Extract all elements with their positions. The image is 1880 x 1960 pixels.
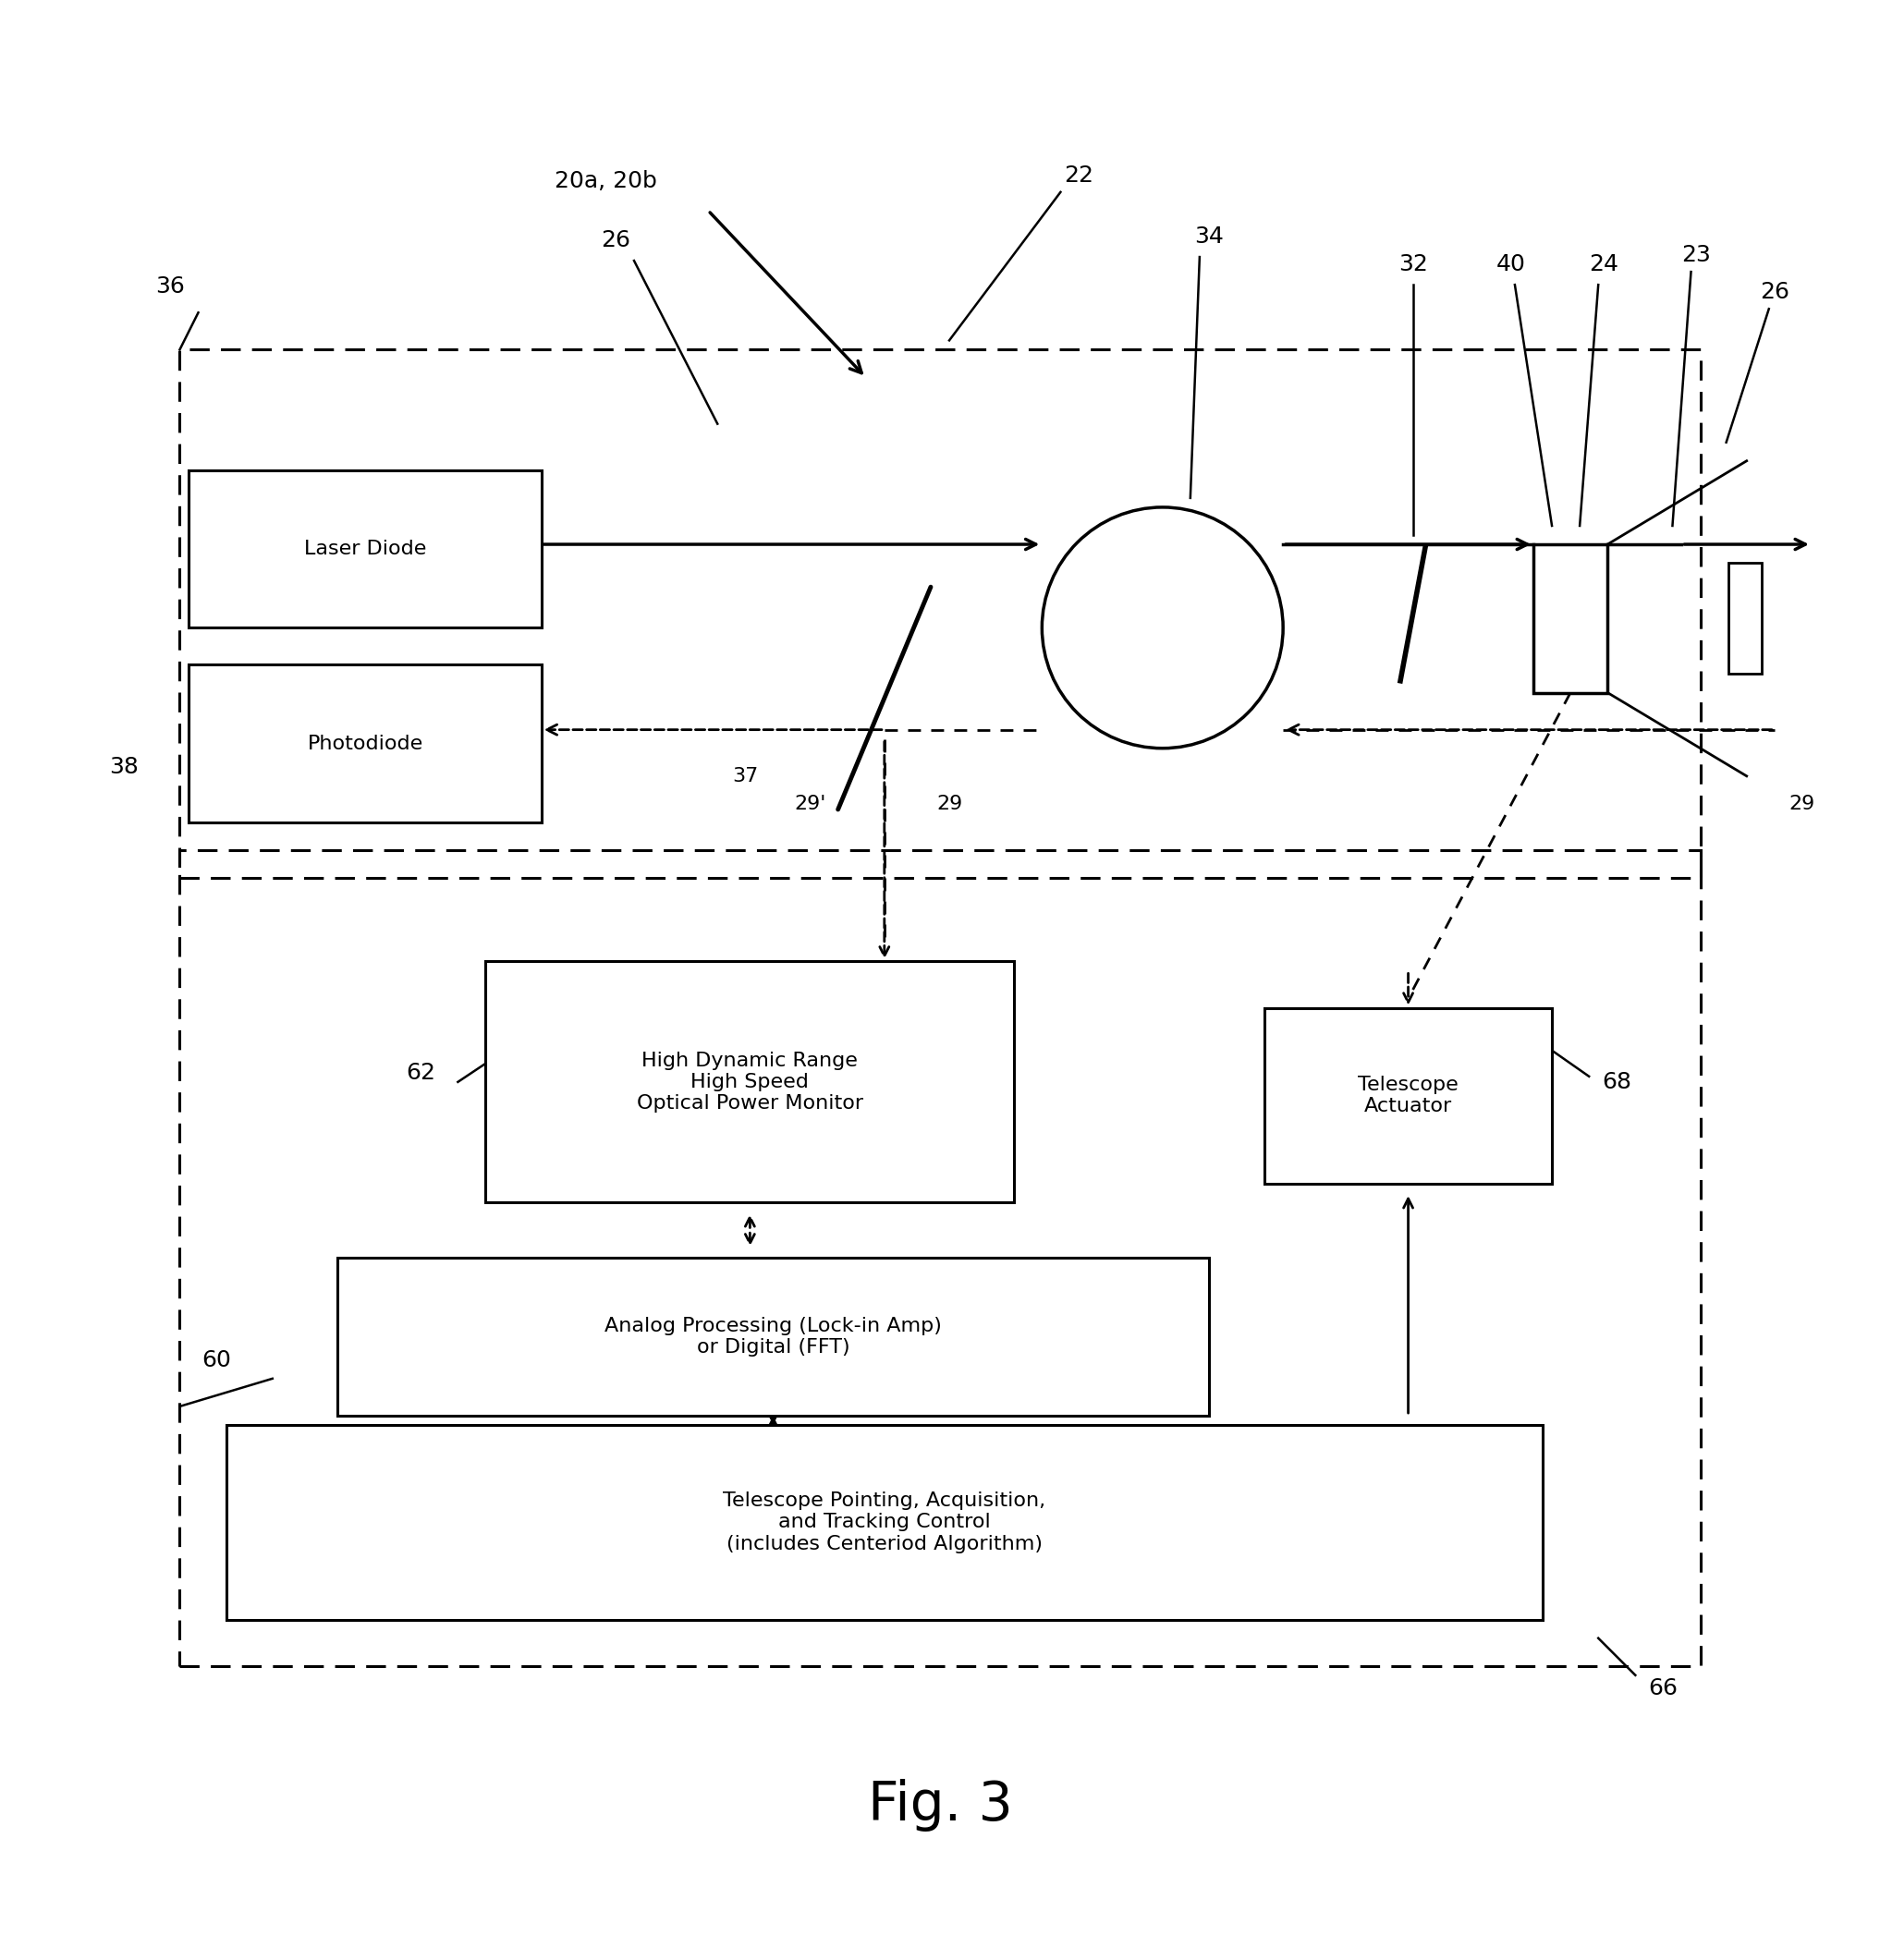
Text: 24: 24 (1589, 253, 1619, 276)
Text: Analog Processing (Lock-in Amp)
or Digital (FFT): Analog Processing (Lock-in Amp) or Digit… (605, 1317, 942, 1356)
Polygon shape (1265, 1007, 1551, 1184)
Polygon shape (485, 962, 1013, 1203)
Text: 38: 38 (109, 757, 139, 778)
Polygon shape (1534, 545, 1607, 692)
Text: Telescope
Actuator: Telescope Actuator (1357, 1076, 1459, 1115)
Text: Telescope Pointing, Acquisition,
and Tracking Control
(includes Centeriod Algori: Telescope Pointing, Acquisition, and Tra… (724, 1492, 1045, 1552)
Polygon shape (1728, 563, 1762, 674)
Text: Fig. 3: Fig. 3 (867, 1778, 1013, 1831)
Text: 60: 60 (201, 1348, 231, 1372)
Text: 64: 64 (368, 1311, 399, 1335)
Text: 40: 40 (1496, 253, 1527, 276)
Polygon shape (226, 1425, 1543, 1619)
Circle shape (1042, 508, 1282, 749)
Text: 66: 66 (1649, 1678, 1679, 1699)
Text: 36: 36 (156, 276, 186, 298)
Text: Laser Diode: Laser Diode (305, 539, 427, 559)
Text: 26: 26 (1760, 280, 1790, 304)
Text: 22: 22 (1064, 165, 1094, 186)
Text: 62: 62 (406, 1062, 436, 1084)
Text: 20a, 20b: 20a, 20b (555, 171, 658, 192)
Text: 32: 32 (1399, 253, 1427, 276)
Text: 23: 23 (1683, 245, 1711, 267)
Text: 29: 29 (1790, 794, 1816, 813)
Text: Photodiode: Photodiode (306, 735, 423, 753)
Text: 26: 26 (602, 229, 630, 251)
Text: 68: 68 (1602, 1070, 1632, 1094)
Text: 29: 29 (936, 794, 963, 813)
Polygon shape (190, 664, 541, 823)
Polygon shape (337, 1258, 1209, 1415)
Text: 29': 29' (795, 794, 825, 813)
Text: 34: 34 (1194, 225, 1224, 247)
Polygon shape (190, 470, 541, 627)
Text: 37: 37 (731, 766, 758, 786)
Text: High Dynamic Range
High Speed
Optical Power Monitor: High Dynamic Range High Speed Optical Po… (637, 1051, 863, 1113)
